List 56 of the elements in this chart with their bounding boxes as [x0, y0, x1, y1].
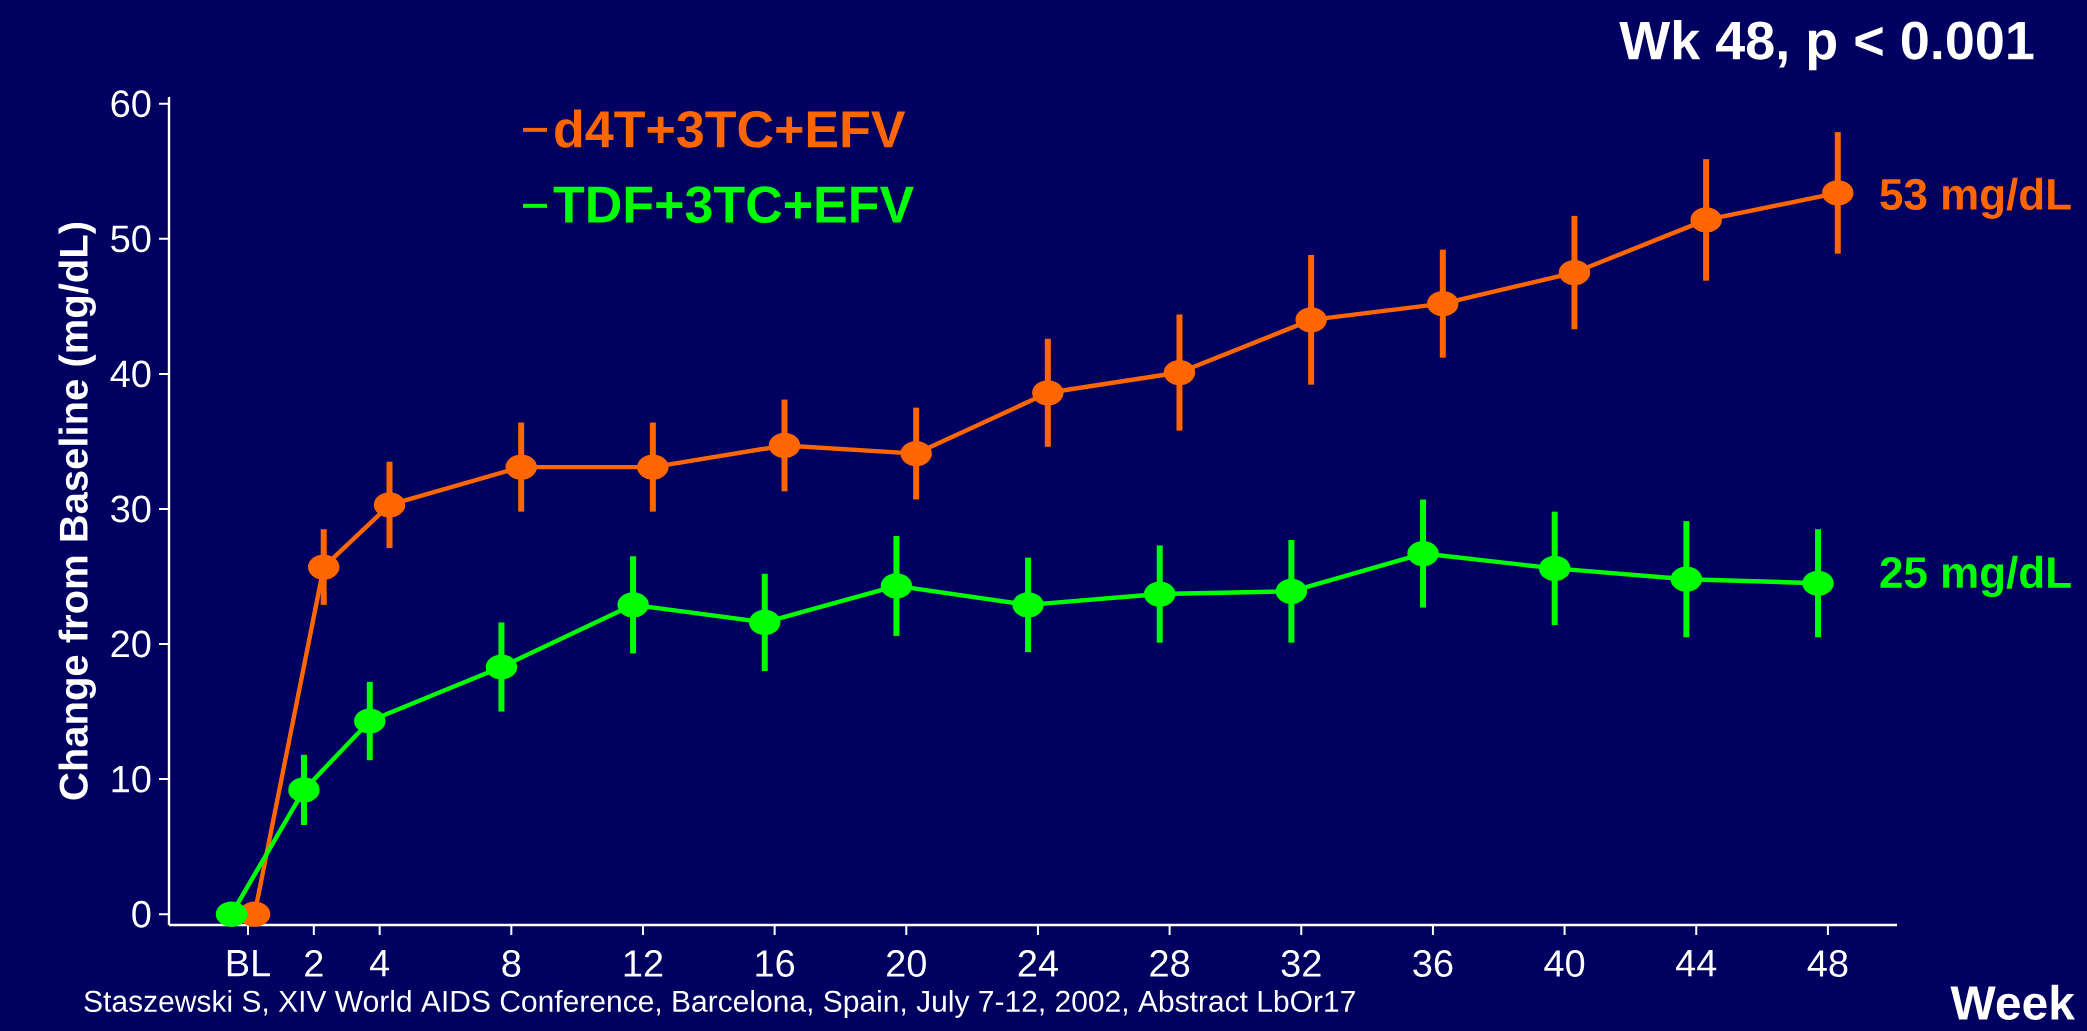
x-tick-label: 44: [1675, 950, 1717, 977]
point: [307, 554, 340, 580]
x-tick-label: 20: [887, 950, 926, 977]
x-tick-label: 36: [1413, 950, 1453, 977]
x-tick-label: 8: [502, 950, 521, 977]
point: [1407, 540, 1439, 567]
x-tick-label: 2: [305, 950, 323, 977]
y-tick-label: 10: [112, 765, 151, 793]
y-tick-label: 0: [132, 900, 151, 928]
point: [1144, 581, 1176, 607]
point: [1275, 578, 1308, 604]
x-tick-label: 28: [1150, 950, 1190, 977]
point: [900, 440, 932, 467]
x-axis-title: Week: [1950, 984, 2075, 1020]
point: [1690, 207, 1722, 233]
point: [288, 777, 320, 803]
x-tick-label: 12: [624, 950, 663, 977]
point: [215, 901, 248, 927]
y-tick-label: 20: [111, 630, 151, 658]
point: [1032, 380, 1064, 406]
y-tick-label: 30: [111, 495, 151, 523]
point: [749, 609, 781, 636]
x-tick-label: 4: [369, 950, 390, 977]
point: [1295, 307, 1327, 333]
point: [505, 454, 537, 480]
point: [1822, 180, 1854, 206]
text: Staszewski S, XIV World AIDS Conference, Barcelona, Spain, July 7-12, 2002, Abstract LbOr17: [84, 989, 1355, 1018]
legend-label: d4T+3TC+EFV: [555, 109, 906, 148]
point: [637, 454, 669, 480]
legend-label: TDF+3TC+EFV: [553, 186, 914, 224]
point: [1670, 566, 1703, 592]
y-tick-label: 40: [110, 360, 151, 388]
point: [354, 708, 386, 734]
x-tick-label: 16: [756, 950, 795, 977]
point: [1538, 555, 1571, 581]
point: [1427, 291, 1459, 317]
annotation: 25 mg/dL: [1880, 555, 2071, 598]
annotation: 53 mg/dL: [1880, 177, 2071, 219]
point: [768, 432, 801, 459]
x-tick-label: 24: [1018, 950, 1058, 977]
point: [485, 654, 518, 680]
y-axis-title: Change from Baseline (mg/dL): [58, 222, 96, 800]
point: [373, 492, 406, 518]
point: [1012, 592, 1044, 618]
x-tick-label: 32: [1281, 950, 1321, 977]
point: [1163, 359, 1196, 386]
x-tick-label: BL: [227, 950, 270, 977]
y-tick-label: 50: [111, 225, 151, 253]
point: [880, 573, 913, 599]
x-tick-label: 40: [1544, 950, 1585, 977]
chart-title: Wk 48, p < 0.001: [1619, 20, 2034, 71]
y-tick-label: 60: [111, 90, 151, 118]
x-tick-label: 48: [1807, 950, 1848, 977]
point: [617, 592, 649, 618]
point: [1802, 570, 1834, 596]
point: [1558, 259, 1591, 286]
